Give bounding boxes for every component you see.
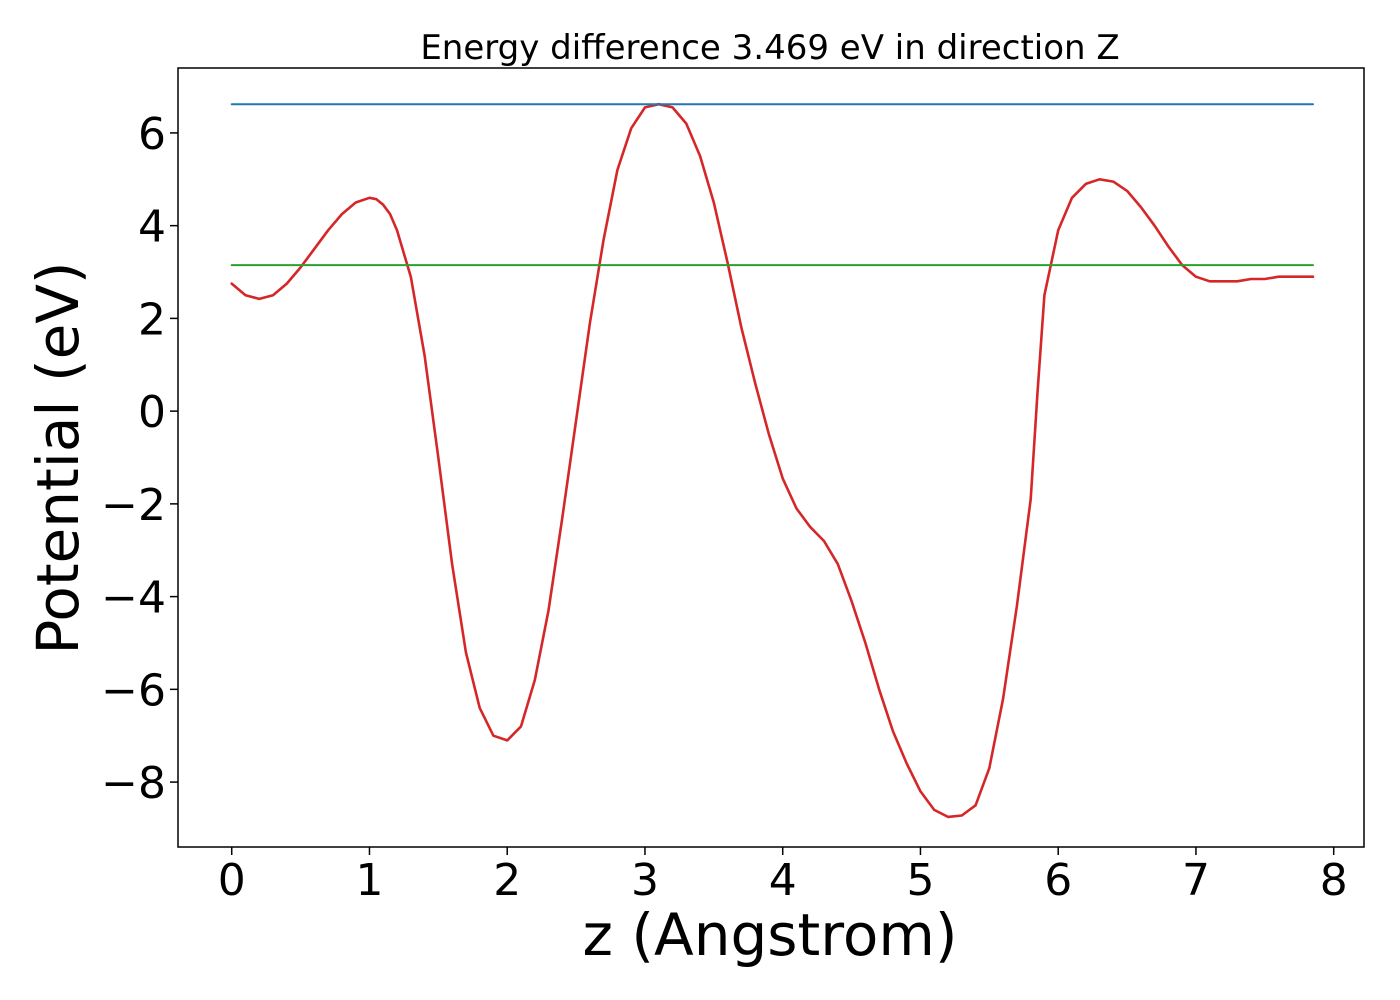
y-tick-label: 4 [138, 202, 166, 253]
y-tick-label: −4 [101, 573, 166, 624]
y-axis-title: Potential (eV) [24, 261, 92, 654]
x-tick-label: 0 [218, 855, 246, 906]
x-tick-label: 1 [355, 855, 383, 906]
x-tick-label: 5 [906, 855, 934, 906]
y-axis-ticks: 6 4 2 0 −2 −4 −6 −8 [101, 109, 178, 809]
x-axis-title: z (Angstrom) [583, 901, 958, 969]
potential-curve [230, 102, 1315, 819]
y-tick-label: 0 [138, 387, 166, 438]
x-tick-label: 3 [631, 855, 659, 906]
y-tick-label: −8 [101, 758, 166, 809]
y-tick-label: −2 [101, 480, 166, 531]
series-layer [230, 102, 1315, 819]
y-tick-label: −6 [101, 665, 166, 716]
plot-area-frame [177, 67, 1365, 848]
x-tick-label: 4 [769, 855, 797, 906]
x-tick-label: 8 [1320, 855, 1348, 906]
x-tick-label: 7 [1182, 855, 1210, 906]
y-tick-label: 6 [138, 109, 166, 160]
x-tick-label: 2 [493, 855, 521, 906]
chart-title: Energy difference 3.469 eV in direction … [420, 28, 1119, 68]
x-axis-ticks: 0 1 2 3 4 5 6 7 8 [218, 847, 1348, 906]
x-tick-label: 6 [1044, 855, 1072, 906]
y-tick-label: 2 [138, 294, 166, 345]
